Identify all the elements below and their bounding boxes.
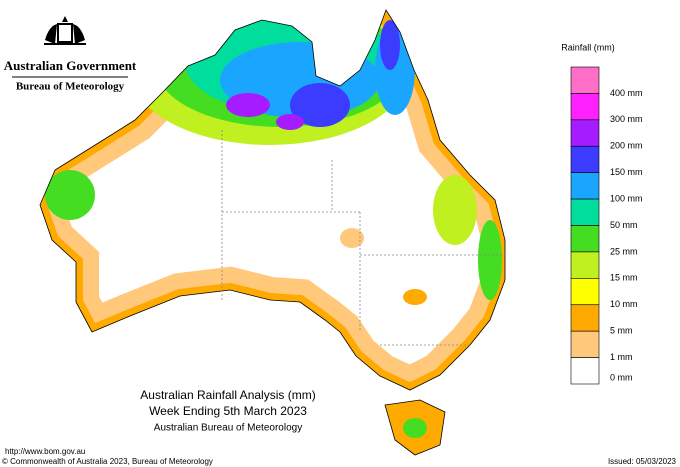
legend-label: 1 mm [610,352,633,362]
legend-swatch [570,304,600,332]
legend-label: 300 mm [610,114,643,124]
legend-label: 0 mm [610,372,633,382]
legend: 400 mm 300 mm 200 mm 150 mm 100 mm 50 mm 25 mm… [570,66,643,385]
legend-swatch [570,225,600,253]
legend-label: 5 mm [610,326,633,336]
legend-swatch [570,198,600,226]
copyright: © Commonwealth of Australia 2023, Bureau… [2,457,213,466]
title-line: Week Ending 5th March 2023 [149,404,307,418]
legend-label: 200 mm [610,141,643,151]
title-line: Australian Bureau of Meteorology [154,423,302,434]
legend-swatch [570,330,600,358]
legend-swatch [570,172,600,200]
legend-swatch [570,66,600,94]
legend-label: 50 mm [610,220,638,230]
legend-swatch [570,251,600,279]
legend-swatch [570,357,600,385]
legend-label: 150 mm [610,167,643,177]
legend-label: 10 mm [610,299,638,309]
title-line: Australian Rainfall Analysis (mm) [140,388,315,402]
legend-title: Rainfall (mm) [561,42,615,52]
coat-of-arms [44,16,86,45]
legend-label: 100 mm [610,193,643,203]
url: http://www.bom.gov.au [5,447,85,456]
legend-label: 25 mm [610,246,638,256]
legend-label: 400 mm [610,88,643,98]
bureau-name: Bureau of Meteorology [16,81,125,93]
legend-swatch [570,278,600,306]
issued-date: Issued: 05/03/2023 [608,457,677,466]
legend-swatch [570,145,600,173]
government-name: Australian Government [4,58,137,73]
legend-swatch [570,119,600,147]
legend-swatch [570,93,600,121]
legend-label: 15 mm [610,273,638,283]
